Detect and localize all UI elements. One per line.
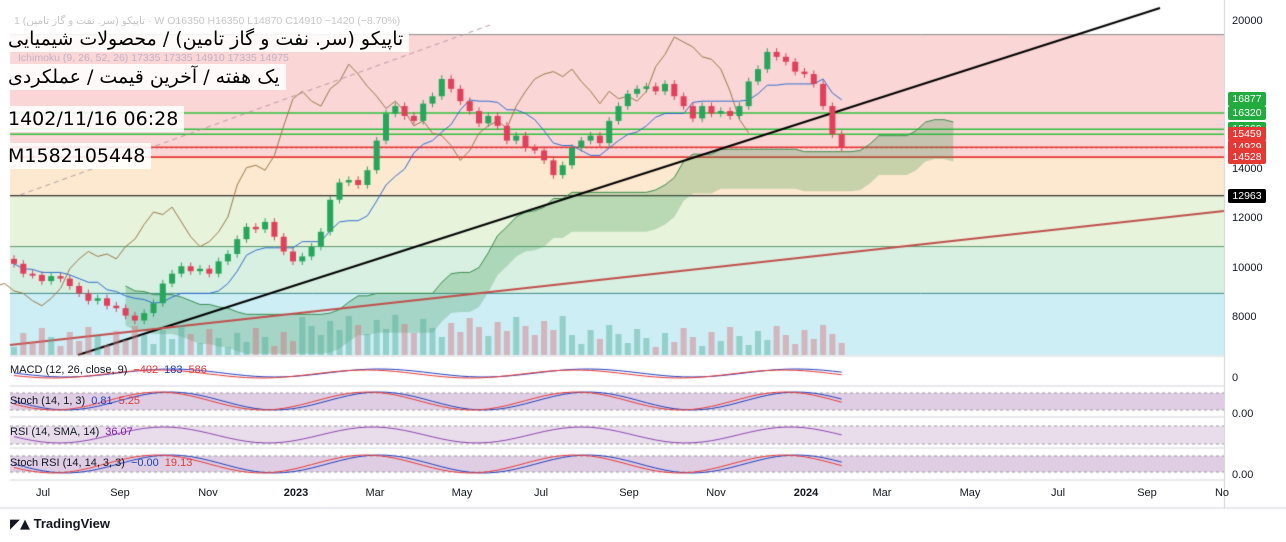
stoch-axis-tick: 0.00 <box>1232 408 1254 420</box>
chart-subtitle: یک هفته / آخرین قیمت / عملکردی <box>2 64 286 90</box>
time-axis-tick: Sep <box>110 487 130 499</box>
time-axis-tick: Nov <box>706 487 726 499</box>
price-tag: 16877 <box>1228 92 1266 107</box>
chart-id: M1582105448 <box>2 143 152 169</box>
stoch-legend: Stoch (14, 1, 3) 0.81 5.25 <box>10 395 141 407</box>
time-axis-tick: Nov <box>198 487 218 499</box>
price-tag: 14528 <box>1228 150 1266 165</box>
time-axis-tick: Jul <box>35 487 51 499</box>
ichimoku-label: Ichimoku (9, 26, 52, 26) 17335 17335 149… <box>18 52 289 64</box>
price-axis-tick: 10000 <box>1232 261 1263 274</box>
stochrsi-axis-tick: 0.00 <box>1232 469 1254 481</box>
price-tag: 15459 <box>1228 127 1266 142</box>
price-axis-tick: 14000 <box>1232 163 1263 176</box>
macd-axis-tick: 0 <box>1232 372 1239 384</box>
price-tag: 16320 <box>1228 106 1266 120</box>
time-axis-tick: Sep <box>619 487 639 499</box>
rsi-legend: RSI (14, SMA, 14) 36.07 <box>10 426 133 438</box>
tradingview-logo-icon: ◤▲ <box>10 517 30 532</box>
time-axis-tick: No <box>1214 487 1230 499</box>
time-axis-tick: Sep <box>1137 487 1157 499</box>
price-axis-tick: 12000 <box>1232 212 1263 225</box>
time-axis-tick: Mar <box>365 487 385 499</box>
time-axis-tick: May <box>451 487 473 499</box>
price-axis-tick: 20000 <box>1232 15 1263 28</box>
stochrsi-legend: Stoch RSI (14, 14, 3, 3) −0.00 19.13 <box>10 457 193 469</box>
time-axis-tick: Mar <box>872 487 892 499</box>
macd-legend: MACD (12, 26, close, 9) −402 183 586 <box>10 364 207 376</box>
time-axis-tick: May <box>959 487 981 499</box>
chart-datetime: 1402/11/16 06:28 <box>2 106 185 132</box>
price-tag: 12963 <box>1228 188 1266 203</box>
time-axis-tick: 2023 <box>283 487 309 499</box>
tradingview-logo: ◤▲ TradingView <box>10 516 110 532</box>
chart-header-faint: 1 تاپیکو (سر. نفت و گاز تامین) · W O1635… <box>14 15 401 27</box>
price-axis-tick: 8000 <box>1232 311 1257 324</box>
time-axis-tick: Jul <box>1050 487 1066 499</box>
chart-title: تاپیکو (سر. نفت و گاز تامین) / محصولات ش… <box>2 26 410 52</box>
time-axis-tick: 2024 <box>793 487 819 499</box>
time-axis-tick: Jul <box>533 487 549 499</box>
